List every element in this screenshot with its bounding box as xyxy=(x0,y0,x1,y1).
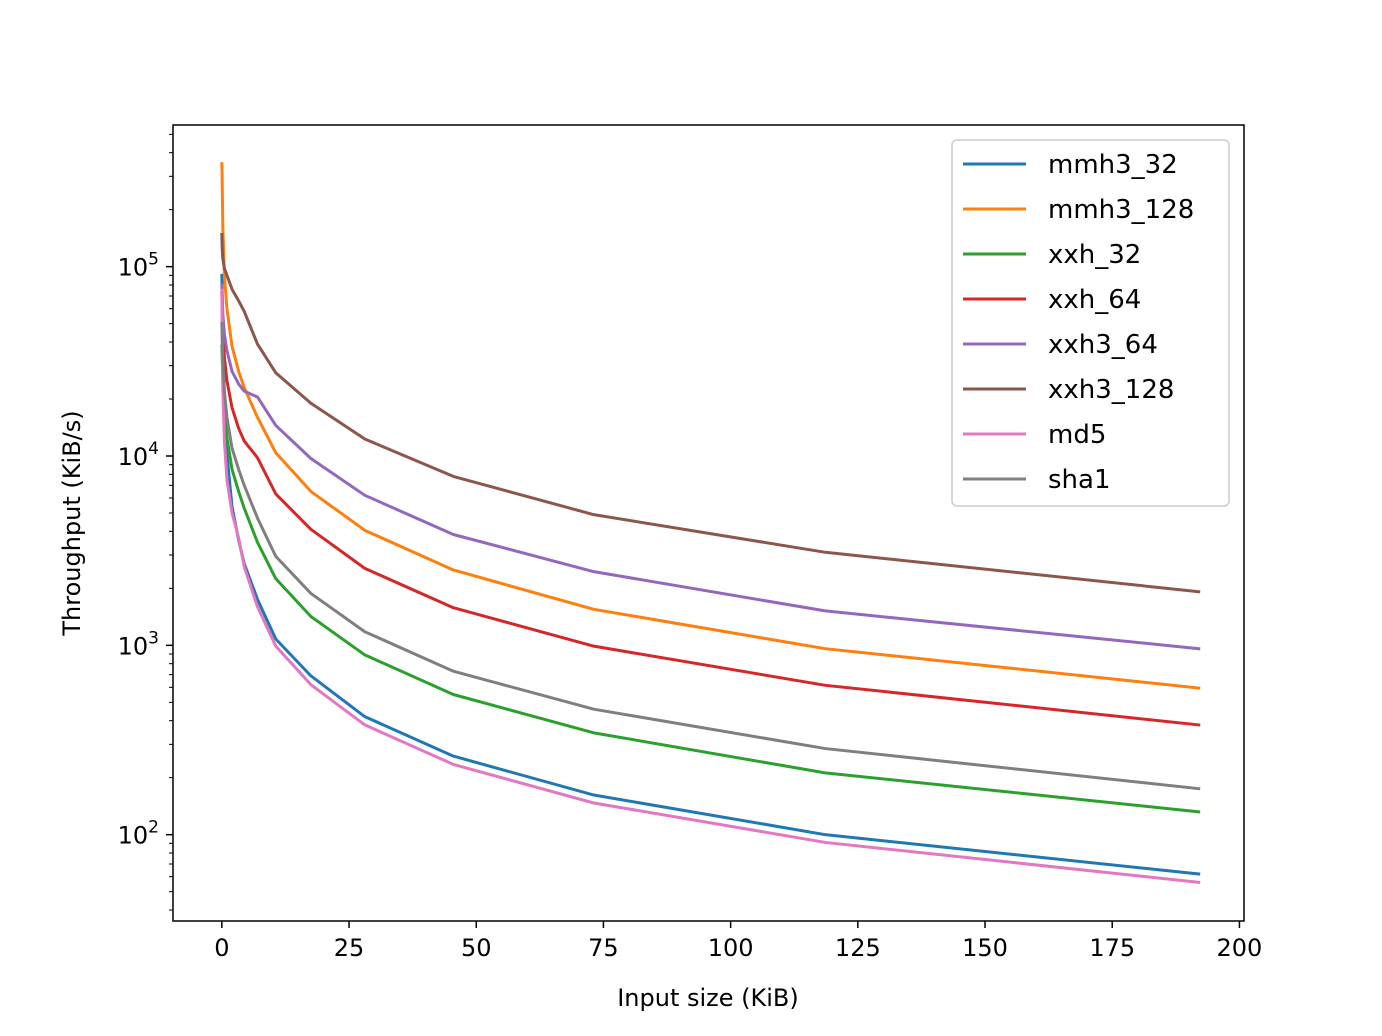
legend-box xyxy=(951,139,1230,507)
y-tick-label: 104 xyxy=(118,439,159,471)
legend-label-xxh_64: xxh_64 xyxy=(1048,285,1141,315)
series-line-mmh3_128 xyxy=(220,162,1201,690)
x-tick-label: 175 xyxy=(1089,934,1135,962)
y-tick-label: 102 xyxy=(118,818,159,850)
x-tick-label: 125 xyxy=(835,934,881,962)
y-axis: 102 103 104 105 xyxy=(118,133,173,911)
x-tick-label: 25 xyxy=(334,934,365,962)
legend-label-xxh3_64: xxh3_64 xyxy=(1048,330,1158,360)
x-tick-label: 200 xyxy=(1217,934,1263,962)
series-layer xyxy=(220,162,1201,885)
x-tick-label: 0 xyxy=(214,934,229,962)
legend-label-sha1: sha1 xyxy=(1048,465,1111,495)
series-line-sha1 xyxy=(220,322,1201,791)
x-axis-label: Input size (KiB) xyxy=(617,984,799,1012)
x-tick-label: 75 xyxy=(588,934,619,962)
series-line-xxh3_128 xyxy=(220,232,1201,594)
legend: mmh3_32 mmh3_128 xxh_32 xxh_64 xxh3_64 xxh3_1… xyxy=(951,139,1230,507)
plot-frame xyxy=(172,124,1245,922)
legend-label-mmh3_128: mmh3_128 xyxy=(1048,195,1194,225)
legend-label-md5: md5 xyxy=(1048,420,1106,450)
x-tick-label: 50 xyxy=(461,934,492,962)
legend-label-xxh_32: xxh_32 xyxy=(1048,240,1141,270)
x-axis: 0 25 50 75 100 125 150 175 200 xyxy=(214,921,1262,962)
y-axis-label: Throughput (KiB/s) xyxy=(58,410,86,636)
legend-label-xxh3_128: xxh3_128 xyxy=(1048,375,1174,405)
y-tick-label: 105 xyxy=(118,250,159,282)
x-tick-label: 150 xyxy=(962,934,1008,962)
legend-label-mmh3_32: mmh3_32 xyxy=(1048,150,1178,180)
y-tick-label: 103 xyxy=(118,628,159,660)
x-tick-label: 100 xyxy=(708,934,754,962)
